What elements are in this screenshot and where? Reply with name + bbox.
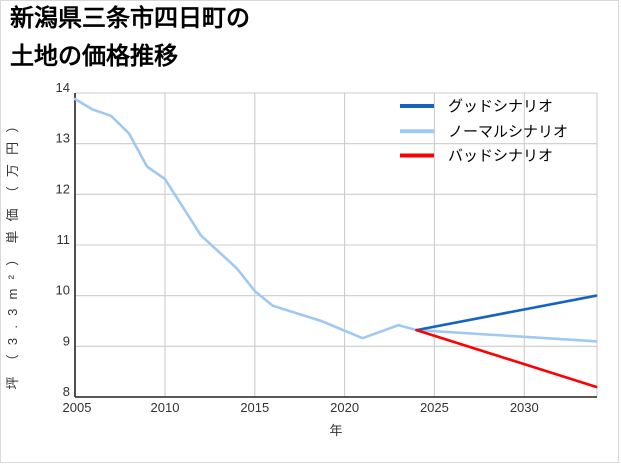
svg-text:グッドシナリオ: グッドシナリオ xyxy=(448,98,553,115)
svg-text:ノーマルシナリオ: ノーマルシナリオ xyxy=(448,124,568,141)
svg-text:14: 14 xyxy=(56,80,70,95)
svg-text:2025: 2025 xyxy=(420,400,449,415)
svg-text:2015: 2015 xyxy=(240,400,269,415)
svg-text:13: 13 xyxy=(56,131,70,146)
svg-text:2010: 2010 xyxy=(151,400,180,415)
svg-text:10: 10 xyxy=(56,283,70,298)
svg-text:11: 11 xyxy=(57,232,71,247)
svg-text:2030: 2030 xyxy=(510,400,539,415)
svg-text:2005: 2005 xyxy=(63,400,92,415)
svg-text:9: 9 xyxy=(63,333,70,348)
svg-text:バッドシナリオ: バッドシナリオ xyxy=(448,148,553,165)
svg-text:12: 12 xyxy=(56,181,70,196)
svg-text:8: 8 xyxy=(63,384,70,399)
svg-text:年: 年 xyxy=(329,423,342,438)
svg-text:坪（3.3m²）単価（万円）: 坪（3.3m²）単価（万円） xyxy=(5,110,20,389)
svg-text:2020: 2020 xyxy=(330,400,359,415)
